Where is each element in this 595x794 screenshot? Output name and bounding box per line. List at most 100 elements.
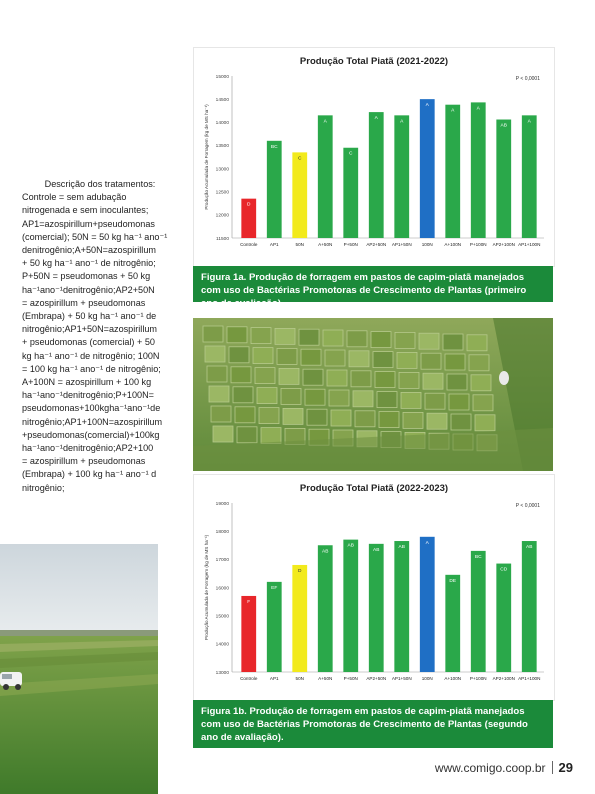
- y-tick-label: 13500: [216, 143, 230, 149]
- footer-separator: [551, 761, 553, 774]
- significance-letter: A: [426, 540, 430, 546]
- x-tick-label: AP2+50N: [366, 242, 386, 247]
- description-line: = 100 kg ha⁻¹ ano⁻¹ de nitrogênio;: [22, 363, 161, 374]
- description-line: denitrogênio;A+50N=azospirillum: [22, 245, 156, 256]
- bar-A+50N: [317, 115, 333, 238]
- significance-letter: AB: [348, 543, 354, 549]
- bar-AP2+50N: [368, 543, 384, 672]
- significance-letter: D: [298, 568, 302, 574]
- bar-P+50N: [343, 539, 359, 672]
- chart-2021-2022: Produção Total Piatã (2021-2022) P < 0,00…: [193, 47, 555, 267]
- x-tick-label: P+100N: [470, 676, 487, 681]
- bar-Controle: [241, 198, 257, 238]
- description-line: (Embrapa) + 50 kg ha⁻¹ ano⁻¹ de: [22, 311, 157, 322]
- description-line: nitrogênio;: [22, 482, 65, 493]
- x-tick-label: AP2+100N: [493, 242, 515, 247]
- bar-A+100N: [445, 574, 461, 672]
- significance-letter: AB: [399, 544, 405, 550]
- description-heading: Descrição dos tratamentos:: [44, 179, 156, 189]
- x-tick-label: AP2+100N: [493, 676, 515, 681]
- description-line: nitrogenada e sem inoculantes;: [22, 205, 149, 216]
- significance-letter: A: [451, 108, 455, 114]
- x-tick-label: AP1+100N: [518, 242, 540, 247]
- significance-letter: D: [247, 202, 251, 208]
- description-line: (Embrapa) + 100 kg ha⁻¹ ano⁻¹ d: [22, 469, 157, 480]
- y-tick-label: 11500: [216, 236, 229, 242]
- y-tick-label: 15000: [216, 613, 230, 619]
- y-tick-label: 12000: [216, 213, 230, 219]
- x-tick-label: A+50N: [318, 242, 332, 247]
- bar-AP1+100N: [521, 115, 537, 238]
- bar-AP1+100N: [521, 541, 537, 672]
- x-tick-label: Controle: [240, 676, 258, 681]
- x-tick-label: AP1+50N: [392, 676, 412, 681]
- y-tick-label: 13000: [216, 166, 230, 172]
- bar-Controle: [241, 595, 257, 672]
- description-line: ha⁻¹ano⁻¹denitrogênio;AP2+100: [22, 443, 154, 454]
- significance-letter: A: [324, 118, 328, 124]
- bar-AP2+100N: [496, 563, 512, 672]
- significance-letter: C: [349, 151, 353, 157]
- x-tick-label: 100N: [422, 242, 433, 247]
- y-tick-label: 15000: [216, 74, 230, 80]
- bar-P+100N: [470, 102, 486, 238]
- x-tick-label: AP1+50N: [392, 242, 412, 247]
- bar-AP2+50N: [368, 112, 384, 238]
- description-line: = azospirillum + pseudomonas: [22, 456, 146, 467]
- p-value-annotation: P < 0,0001: [516, 76, 540, 82]
- description-line: = azospirillum + pseudomonas: [22, 297, 146, 308]
- significance-letter: C: [298, 155, 302, 161]
- description-line: A+100N = azospirillum + 100 kg: [22, 377, 152, 388]
- bar-AP1: [266, 140, 282, 238]
- y-tick-label: 19000: [216, 501, 230, 507]
- footer-website: www.comigo.coop.br: [434, 761, 546, 775]
- significance-letter: BC: [271, 144, 278, 150]
- x-tick-label: Controle: [240, 242, 258, 247]
- y-axis-label: Produção Acumulada de Forragem (kg de MS…: [204, 534, 209, 640]
- bar-AP1+50N: [394, 115, 410, 238]
- description-line: + 50 kg ha⁻¹ ano⁻¹ de nitrogênio;: [22, 258, 156, 269]
- aerial-field-photo: [193, 318, 553, 471]
- significance-letter: A: [375, 115, 379, 121]
- x-tick-label: 100N: [422, 676, 433, 681]
- x-tick-label: 50N: [296, 242, 304, 247]
- description-line: + pseudomonas (comercial) + 50: [22, 337, 155, 348]
- x-tick-label: P+100N: [470, 242, 487, 247]
- description-line: pseudomonas+100kgha⁻¹ano⁻¹de: [22, 403, 161, 414]
- p-value-annotation: P < 0,0001: [516, 503, 540, 509]
- y-axis-label: Produção Acumulada de Forragem (kg de MS…: [204, 104, 209, 210]
- description-line: +pseudomonas(comercial)+100kg: [22, 429, 160, 440]
- significance-letter: A: [528, 118, 532, 124]
- bar-AP2+100N: [496, 119, 512, 238]
- significance-letter: A: [426, 102, 430, 108]
- bar-50N: [292, 564, 308, 672]
- x-tick-label: AP1: [270, 676, 279, 681]
- y-tick-label: 14000: [216, 642, 230, 648]
- description-line: nitrogênio;AP1+50N=azospirillum: [22, 324, 157, 335]
- significance-letter: A: [477, 105, 481, 111]
- significance-letter: AB: [526, 544, 532, 550]
- x-tick-label: AP2+50N: [366, 676, 386, 681]
- bar-P+50N: [343, 147, 359, 238]
- chart-title: Produção Total Piatã (2021-2022): [300, 56, 448, 67]
- x-tick-label: A+100N: [444, 676, 461, 681]
- x-tick-label: P+50N: [344, 676, 358, 681]
- description-lines: Controle = sem adubação nitrogenada e sem…: [22, 191, 178, 495]
- x-tick-label: P+50N: [344, 242, 358, 247]
- bar-AP1: [266, 581, 282, 672]
- y-tick-label: 12500: [216, 190, 230, 196]
- significance-letter: DE: [449, 578, 456, 584]
- y-tick-label: 13000: [216, 670, 230, 676]
- bar-A+50N: [317, 545, 333, 672]
- bar-100N: [419, 99, 435, 238]
- y-tick-label: 17000: [216, 557, 230, 563]
- x-tick-label: A+50N: [318, 676, 332, 681]
- significance-letter: CD: [500, 567, 507, 573]
- significance-letter: EF: [271, 585, 277, 591]
- chart-2022-2023-svg: Produção Total Piatã (2022-2023) P < 0,00…: [204, 483, 544, 681]
- significance-letter: AB: [501, 123, 507, 129]
- treatment-description: Descrição dos tratamentos: Controle = se…: [22, 178, 178, 495]
- y-tick-label: 14000: [216, 120, 230, 126]
- description-line: nitrogênio;AP1+100N=azospirillum: [22, 416, 163, 427]
- significance-letter: F: [247, 599, 250, 605]
